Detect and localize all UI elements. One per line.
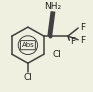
Text: F: F xyxy=(70,37,75,46)
Text: Cl: Cl xyxy=(53,50,61,59)
Text: Cl: Cl xyxy=(23,73,32,82)
Text: F: F xyxy=(80,36,85,45)
Text: F: F xyxy=(80,23,85,32)
Text: Abs: Abs xyxy=(21,42,34,48)
FancyBboxPatch shape xyxy=(20,41,35,50)
Text: NH₂: NH₂ xyxy=(44,2,62,11)
